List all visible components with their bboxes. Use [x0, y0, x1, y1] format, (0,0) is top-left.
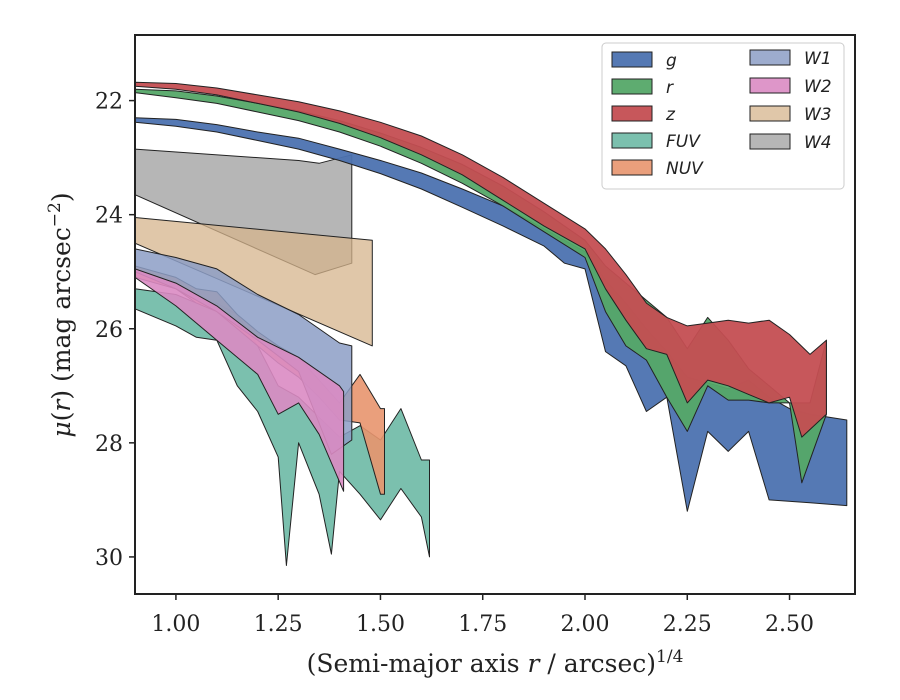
x-tick-label: 1.75 [458, 612, 507, 637]
x-tick-label: 2.50 [765, 612, 814, 637]
y-tick-label: 24 [95, 204, 123, 229]
legend-swatch-fuv [611, 132, 653, 149]
x-tick-label: 1.00 [151, 612, 200, 637]
x-tick-label: 1.25 [254, 612, 303, 637]
legend-swatch-z [611, 105, 653, 122]
y-tick-label: 22 [95, 90, 123, 115]
data-bands [135, 81, 848, 566]
y-tick-label: 28 [95, 432, 123, 457]
legend-swatch-w2 [749, 77, 791, 94]
band-z [135, 81, 827, 438]
y-tick-label: 30 [95, 546, 123, 571]
legend-swatch-w4 [749, 133, 791, 150]
legend-swatch-r [611, 78, 653, 95]
band-w3 [135, 217, 373, 347]
legend: grz FUV NUV W1 W2 W3 W4 [601, 42, 845, 190]
x-tick-label: 2.00 [561, 612, 610, 637]
legend-label-g: g [666, 51, 677, 71]
legend-label-w1: W1 [804, 49, 832, 69]
band-w2 [135, 268, 345, 492]
legend-label-z: z [665, 105, 676, 125]
x-tick-label: 1.50 [356, 612, 405, 637]
legend-label-w3: W3 [804, 105, 832, 125]
legend-swatch-w1 [749, 49, 791, 66]
x-axis-ticks: 1.00 1.25 1.50 1.75 2.00 2.25 2.50 [151, 594, 814, 637]
x-tick-label: 2.25 [663, 612, 712, 637]
legend-swatch-nuv [611, 159, 653, 176]
y-axis-label: μ(r) (mag arcsec−2) [45, 192, 76, 437]
band-g [135, 117, 848, 512]
y-axis-ticks: 22 24 26 28 30 [95, 90, 135, 571]
legend-label-fuv: FUV [666, 132, 701, 152]
plot-frame [134, 34, 856, 595]
legend-label-w2: W2 [804, 77, 832, 97]
legend-label-r: r [666, 78, 674, 98]
legend-label-nuv: NUV [666, 159, 704, 179]
y-tick-label: 26 [95, 318, 123, 343]
x-axis-label: (Semi-major axis r / arcsec)1/4 [307, 647, 684, 678]
legend-swatch-w3 [749, 105, 791, 122]
legend-swatch-g [611, 51, 653, 68]
legend-label-w4: W4 [804, 133, 832, 153]
